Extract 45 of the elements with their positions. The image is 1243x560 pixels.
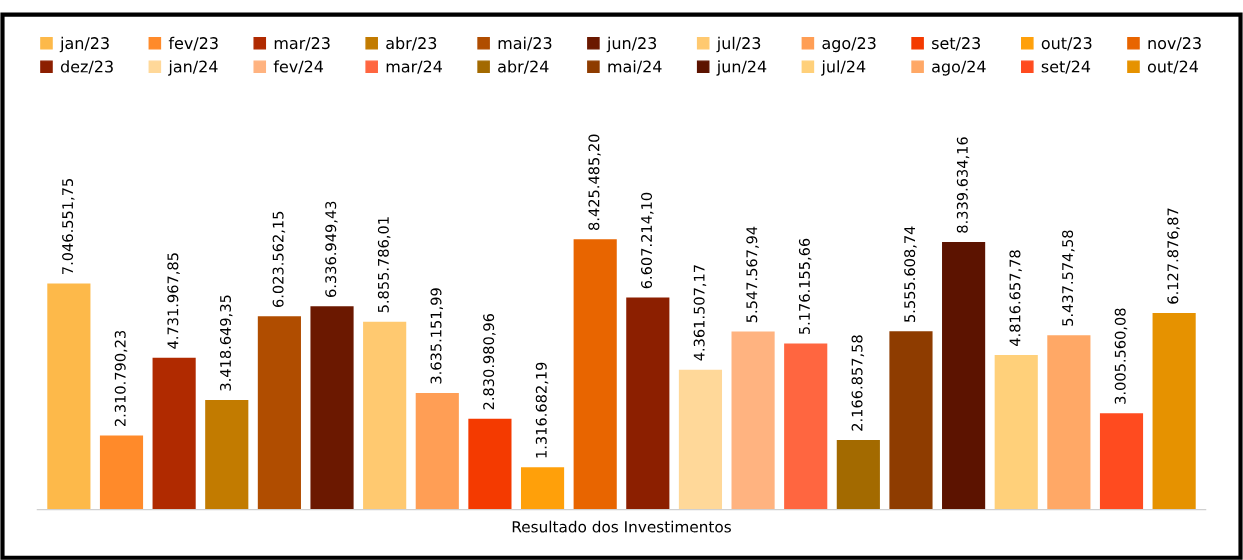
legend-label: jun/23 (606, 36, 657, 53)
legend-label: jul/24 (821, 60, 866, 76)
data-label: 2.166.857,58 (851, 335, 865, 431)
data-label: 3.005.560,08 (1114, 308, 1128, 404)
data-label: 5.176.155,66 (798, 238, 812, 335)
data-label: 3.635.151,99 (430, 288, 444, 384)
legend-label: set/23 (932, 37, 981, 51)
data-label: 7.046.551,75 (62, 179, 75, 274)
data-label: 2.310.790,23 (114, 330, 128, 427)
legend-label: fev/23 (168, 36, 218, 51)
legend-label: nov/23 (1148, 37, 1201, 51)
legend-label: abr/23 (386, 36, 437, 51)
data-label: 5.437.574,58 (1062, 230, 1075, 326)
data-label: 4.731.967,85 (167, 253, 180, 349)
data-label: 6.336.949,43 (325, 201, 338, 297)
legend-label: fev/24 (273, 60, 324, 74)
data-label: 6.607.214,10 (641, 192, 654, 289)
legend-label: mar/23 (274, 37, 330, 51)
legend-label: out/24 (1147, 60, 1199, 74)
data-label: 8.339.634,16 (956, 137, 970, 233)
data-label: 6.023.562,15 (272, 211, 286, 307)
legend-label: abr/24 (498, 60, 549, 74)
legend-label: mai/24 (608, 60, 662, 74)
legend-label: jun/24 (716, 60, 767, 76)
legend-label: jul/23 (716, 36, 761, 53)
legend-label: dez/23 (60, 60, 113, 74)
legend-label: ago/24 (932, 60, 986, 76)
x-axis-title: Resultado dos Investimentos (512, 520, 731, 533)
data-label: 1.316.682,19 (535, 362, 549, 458)
data-label: 5.547.567,94 (746, 226, 759, 323)
legend-label: set/24 (1041, 60, 1091, 74)
legend-label: ago/23 (822, 37, 876, 53)
data-label: 3.418.649,35 (219, 295, 233, 391)
legend-label: out/23 (1041, 37, 1092, 51)
data-label: 8.425.485,20 (588, 134, 601, 230)
legend-label: jan/24 (168, 60, 218, 76)
data-label: 6.127.876,87 (1167, 208, 1180, 304)
data-label: 4.361.507,17 (693, 265, 707, 361)
data-label: 5.855.786,01 (377, 217, 391, 313)
data-label: 2.830.980,96 (483, 313, 496, 410)
legend-label: mai/23 (498, 36, 552, 51)
legend-label: jan/23 (59, 36, 109, 53)
legend-label: mar/24 (386, 60, 442, 74)
data-label: 5.555.608,74 (904, 226, 917, 322)
data-label: 4.816.657,78 (1009, 250, 1022, 346)
